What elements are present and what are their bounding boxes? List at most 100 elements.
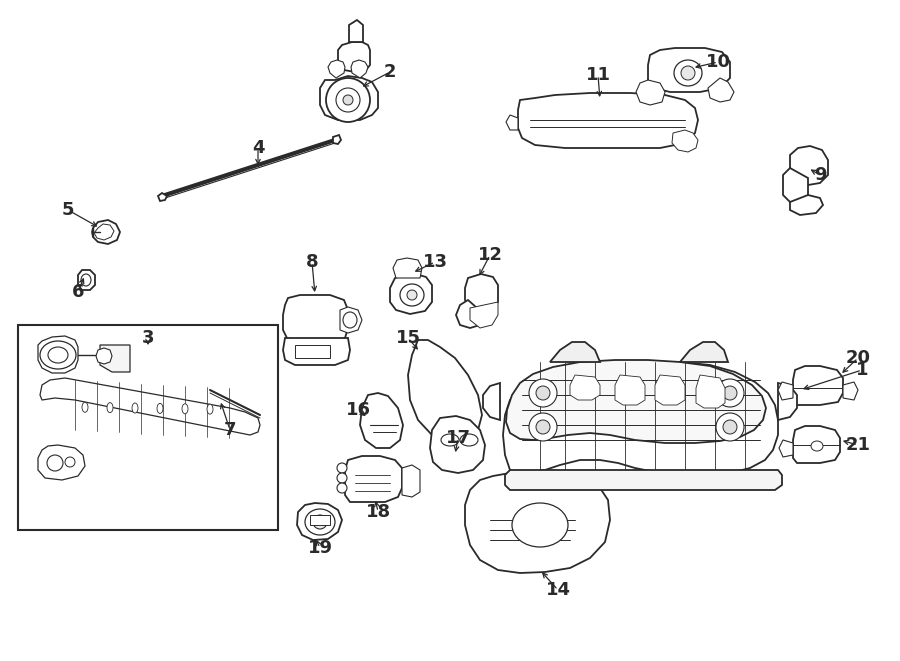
Polygon shape	[100, 345, 130, 372]
Ellipse shape	[47, 455, 63, 471]
Ellipse shape	[681, 66, 695, 80]
Polygon shape	[283, 338, 350, 365]
Ellipse shape	[337, 463, 347, 473]
Ellipse shape	[441, 434, 459, 446]
Text: 15: 15	[395, 329, 420, 347]
Polygon shape	[345, 456, 402, 502]
Ellipse shape	[65, 457, 75, 467]
Polygon shape	[483, 383, 500, 420]
Bar	[18, 325, 278, 530]
Ellipse shape	[336, 88, 360, 112]
Ellipse shape	[337, 483, 347, 493]
Polygon shape	[297, 503, 342, 540]
Polygon shape	[783, 168, 808, 202]
Polygon shape	[338, 42, 370, 72]
Polygon shape	[779, 440, 793, 457]
Polygon shape	[790, 146, 828, 185]
Ellipse shape	[343, 95, 353, 105]
Polygon shape	[360, 393, 403, 448]
Polygon shape	[680, 342, 728, 362]
Polygon shape	[351, 60, 368, 78]
Ellipse shape	[811, 441, 823, 451]
Ellipse shape	[82, 403, 88, 412]
Polygon shape	[333, 135, 341, 144]
Ellipse shape	[207, 404, 213, 414]
Ellipse shape	[723, 420, 737, 434]
Polygon shape	[38, 445, 85, 480]
Ellipse shape	[81, 274, 91, 286]
Bar	[310, 515, 330, 525]
Polygon shape	[78, 270, 95, 290]
Ellipse shape	[326, 78, 370, 122]
Ellipse shape	[781, 392, 797, 412]
Polygon shape	[402, 465, 420, 497]
Polygon shape	[636, 80, 665, 105]
Text: 3: 3	[142, 329, 154, 347]
Polygon shape	[790, 195, 823, 215]
Polygon shape	[456, 300, 485, 328]
Text: 16: 16	[346, 401, 371, 419]
Text: 7: 7	[224, 421, 236, 439]
Polygon shape	[390, 273, 432, 314]
Polygon shape	[615, 375, 645, 405]
Polygon shape	[320, 76, 378, 120]
Polygon shape	[648, 48, 730, 92]
Text: 6: 6	[72, 283, 85, 301]
Text: 13: 13	[422, 253, 447, 271]
Text: 17: 17	[446, 429, 471, 447]
Polygon shape	[40, 378, 260, 435]
Polygon shape	[283, 295, 348, 342]
Polygon shape	[843, 382, 858, 400]
Ellipse shape	[536, 420, 550, 434]
Polygon shape	[408, 340, 482, 442]
Ellipse shape	[40, 341, 76, 369]
Text: 9: 9	[814, 166, 826, 184]
Polygon shape	[92, 220, 120, 244]
Polygon shape	[96, 348, 112, 364]
Polygon shape	[465, 472, 610, 573]
Polygon shape	[778, 383, 797, 420]
Ellipse shape	[536, 386, 550, 400]
Text: 1: 1	[856, 361, 868, 379]
Polygon shape	[393, 258, 422, 278]
Polygon shape	[778, 382, 793, 400]
Polygon shape	[328, 60, 345, 78]
Ellipse shape	[529, 379, 557, 407]
Ellipse shape	[182, 404, 188, 414]
Ellipse shape	[716, 379, 744, 407]
Ellipse shape	[400, 284, 424, 306]
Ellipse shape	[723, 386, 737, 400]
Polygon shape	[505, 470, 782, 490]
Ellipse shape	[337, 473, 347, 483]
Text: 12: 12	[478, 246, 502, 264]
Polygon shape	[672, 130, 698, 152]
Polygon shape	[158, 193, 167, 201]
Polygon shape	[470, 302, 498, 328]
Text: 4: 4	[252, 139, 265, 157]
Text: 11: 11	[586, 66, 610, 84]
Polygon shape	[550, 342, 600, 362]
Text: 14: 14	[545, 581, 571, 599]
Ellipse shape	[313, 515, 327, 529]
Polygon shape	[518, 93, 698, 148]
Polygon shape	[430, 416, 485, 473]
Polygon shape	[349, 20, 363, 42]
Text: 8: 8	[306, 253, 319, 271]
Polygon shape	[506, 360, 766, 443]
Polygon shape	[465, 274, 498, 312]
Text: 2: 2	[383, 63, 396, 81]
Polygon shape	[793, 366, 843, 405]
Polygon shape	[503, 362, 778, 474]
Text: 19: 19	[308, 539, 332, 557]
Ellipse shape	[48, 347, 68, 363]
Ellipse shape	[512, 503, 568, 547]
Text: 20: 20	[845, 349, 870, 367]
Polygon shape	[38, 336, 78, 373]
Polygon shape	[506, 115, 518, 130]
Polygon shape	[708, 78, 734, 102]
Ellipse shape	[305, 509, 335, 535]
Ellipse shape	[484, 392, 500, 412]
Ellipse shape	[107, 403, 113, 412]
Ellipse shape	[157, 403, 163, 413]
Ellipse shape	[132, 403, 138, 413]
